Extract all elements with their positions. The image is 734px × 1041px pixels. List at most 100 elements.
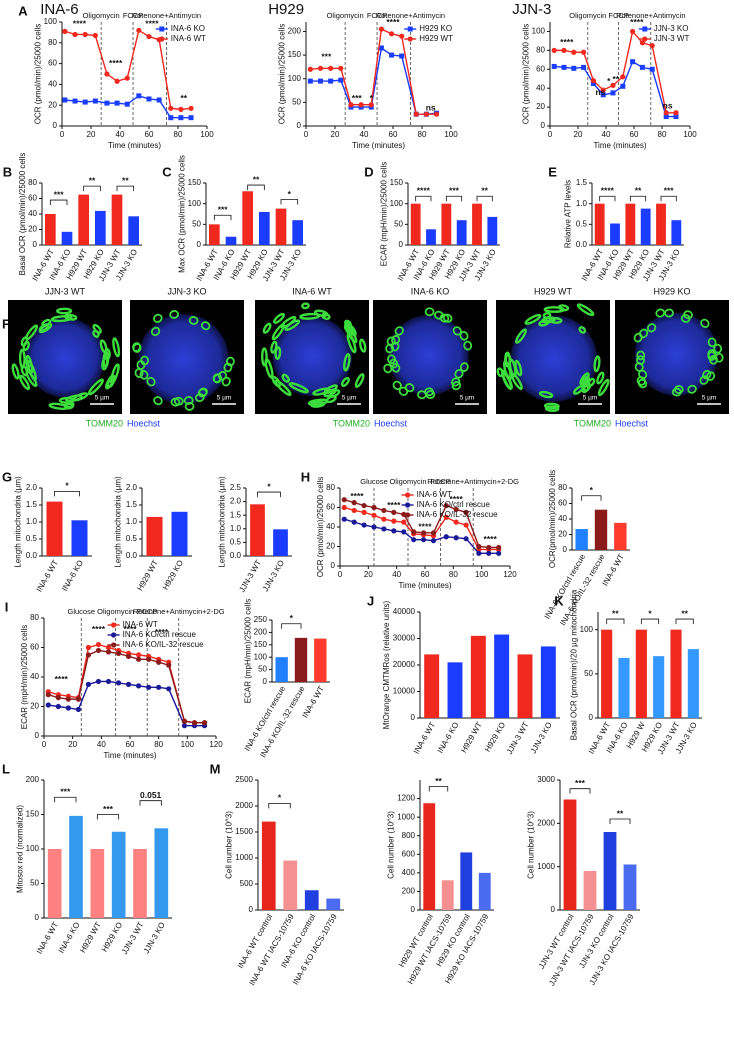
mitochondrion	[153, 396, 163, 406]
y-axis-label: Basal OCR (pmol/min)/25000 cells	[18, 153, 27, 276]
point	[338, 65, 344, 71]
mitochondrion	[459, 331, 469, 341]
y-tick-label: 40	[28, 209, 37, 218]
mitochondrion	[394, 326, 404, 336]
bar	[635, 629, 647, 718]
image-title: INA-6 KO	[411, 286, 450, 296]
y-tick-label: 0	[331, 561, 336, 570]
bar	[46, 501, 63, 556]
bar	[410, 203, 421, 245]
y-tick-label: 200	[402, 887, 416, 896]
y-tick-label: 0	[563, 545, 568, 554]
x-tick-label: 0	[304, 130, 309, 139]
y-tick-label: 2.0	[26, 483, 38, 492]
point	[673, 114, 679, 120]
point	[85, 652, 92, 658]
point	[368, 102, 374, 108]
panel-label: E	[548, 164, 557, 179]
significance-label: **	[481, 185, 488, 195]
significance-label: *	[607, 76, 611, 86]
y-tick-label: 100	[580, 625, 594, 634]
y-tick-label: 40000	[393, 607, 416, 616]
point	[341, 497, 347, 503]
significance-label: ****	[92, 624, 106, 634]
x-axis-label: Time (minutes)	[593, 141, 646, 150]
bar	[146, 516, 163, 556]
series-line	[344, 506, 499, 551]
bar	[426, 229, 436, 245]
point	[663, 110, 669, 116]
significance-bracket	[257, 491, 281, 498]
point	[181, 718, 188, 724]
y-tick-label: 50	[584, 669, 593, 678]
y-tick-label: 150	[288, 50, 302, 59]
x-tick-label: 100	[444, 130, 458, 139]
y-tick-label: 40	[326, 522, 335, 531]
point	[104, 71, 110, 77]
point	[105, 644, 112, 651]
significance-label: **	[612, 608, 619, 618]
mitochondrion	[299, 312, 321, 320]
mitochondrion	[391, 335, 401, 345]
y-tick-label: 100	[532, 27, 546, 36]
x-tick-label: 100	[475, 570, 489, 579]
mitochondrion	[387, 354, 396, 365]
mitochondrion	[343, 323, 352, 333]
y-tick-label: 0.5	[230, 538, 242, 547]
x-tick-label: 20	[68, 740, 77, 749]
significance-label: ****	[387, 500, 401, 510]
x-tick-label: 80	[174, 130, 183, 139]
mitochondrion	[515, 328, 527, 344]
x-tick-label: 80	[449, 570, 458, 579]
significance-label: *	[278, 793, 282, 803]
y-tick-label: 0	[551, 905, 556, 914]
point	[136, 683, 142, 689]
panel-label: I	[5, 599, 9, 614]
x-tick-label: 100	[683, 130, 697, 139]
phase-label: FCCP	[430, 477, 450, 486]
point	[136, 652, 142, 658]
point	[413, 111, 419, 117]
significance-bracket	[54, 491, 80, 497]
bar	[314, 638, 327, 682]
y-axis-label: Length mitochondria (µm)	[217, 476, 226, 568]
panel-label: A	[18, 3, 28, 18]
bar	[594, 203, 605, 245]
point	[371, 512, 377, 518]
y-tick-label: 1.5	[126, 500, 138, 509]
significance-label: ****	[73, 18, 87, 28]
legend-marker	[405, 502, 411, 508]
y-tick-label: 80	[558, 483, 567, 492]
bar	[283, 860, 298, 910]
y-tick-label: 50	[258, 665, 267, 674]
y-tick-label: 0	[411, 713, 416, 722]
y-tick-label: 2000	[235, 801, 253, 810]
point	[191, 720, 198, 726]
mitochondrion	[596, 371, 605, 385]
bar	[69, 815, 83, 918]
point	[620, 83, 626, 89]
x-tick-label: 20	[331, 130, 340, 139]
legend-label: INA-6 WT	[123, 620, 158, 629]
y-tick-label: 0.5	[126, 534, 138, 543]
y-tick-label: 1500	[235, 827, 253, 836]
point	[72, 31, 78, 38]
y-tick-label: 50	[192, 219, 201, 228]
point	[590, 78, 597, 84]
chart: 0.0 0.5 1.0 1.5 2.0 2.5 Length mitochondria (µ…	[217, 476, 292, 594]
legend-marker	[159, 36, 165, 42]
point	[476, 543, 482, 550]
y-tick-label: 60	[536, 64, 545, 73]
point	[85, 681, 92, 687]
mitochondrion	[439, 313, 450, 323]
scale-bar-label: 5 µm	[342, 395, 357, 402]
point	[328, 78, 334, 84]
image-title: H929 KO	[653, 286, 690, 296]
mitochondrion	[139, 370, 149, 380]
point	[82, 31, 88, 38]
